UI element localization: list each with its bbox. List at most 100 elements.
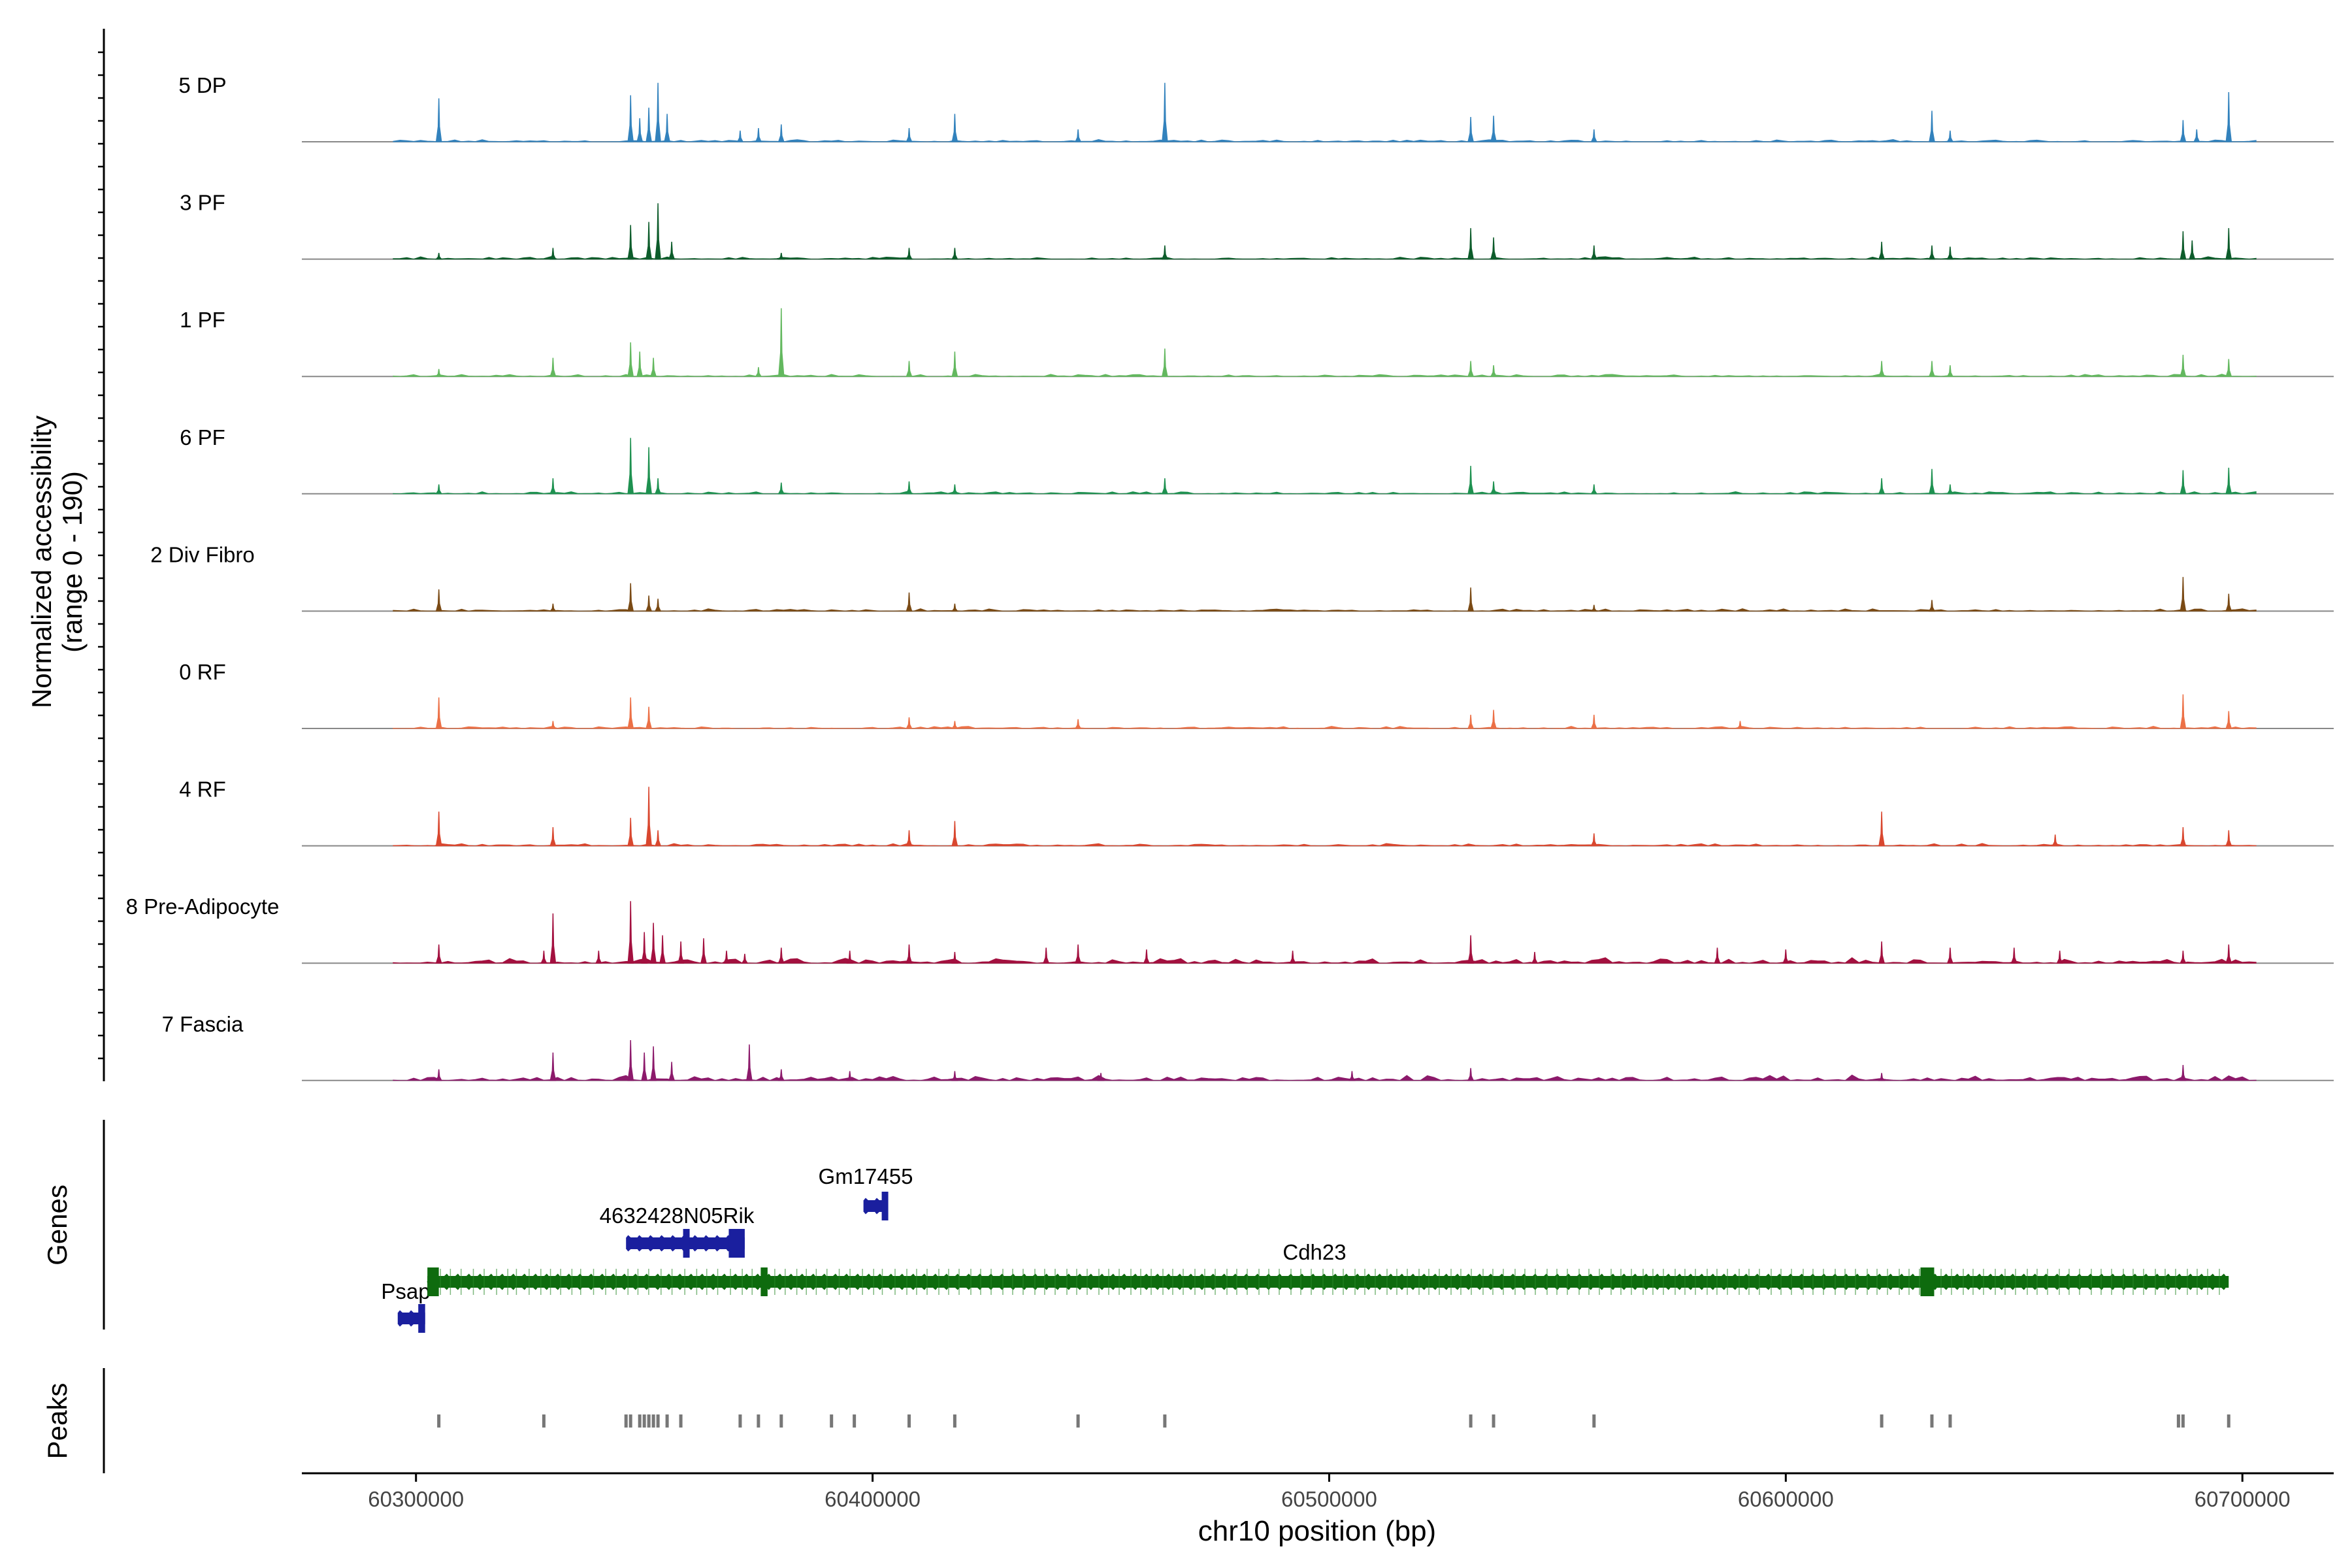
gene-gm17455: Gm17455 xyxy=(819,1164,913,1220)
strand-arrow xyxy=(1826,1273,1837,1290)
gene-label: Cdh23 xyxy=(1282,1240,1346,1264)
strand-arrow xyxy=(1126,1273,1137,1290)
strand-arrow xyxy=(1271,1273,1282,1290)
strand-arrow xyxy=(1815,1273,1826,1290)
signal-peak xyxy=(1161,478,1168,495)
signal-peak xyxy=(951,248,958,260)
peak-mark xyxy=(1880,1414,1884,1428)
strand-arrow xyxy=(1460,1273,1471,1290)
signal-peak xyxy=(1467,1068,1475,1081)
signal-peak xyxy=(636,118,644,142)
strand-arrow xyxy=(1160,1273,1171,1290)
signal-peak xyxy=(777,124,785,142)
strand-arrow xyxy=(1182,1273,1193,1290)
strand-arrow xyxy=(2137,1273,2148,1290)
strand-arrow xyxy=(949,1273,960,1290)
strand-arrow xyxy=(1782,1273,1793,1290)
peak-mark xyxy=(757,1414,760,1428)
gene-label: Psap xyxy=(381,1279,430,1303)
signal-peak xyxy=(645,107,652,142)
track-label: 0 RF xyxy=(179,660,226,684)
strand-arrow xyxy=(671,1273,682,1290)
signal-peak xyxy=(664,114,671,142)
strand-arrow xyxy=(615,1273,627,1290)
strand-arrow xyxy=(1415,1273,1426,1290)
signal-peak xyxy=(700,938,707,964)
track-label: 5 DP xyxy=(178,73,226,97)
track-5-dp: 5 DP xyxy=(178,73,2334,142)
strand-arrow xyxy=(682,1273,693,1290)
strand-arrow xyxy=(604,1273,615,1290)
strand-arrow xyxy=(2170,1273,2181,1290)
strand-arrow xyxy=(1593,1273,1604,1290)
coverage-tracks: 5 DP 3 PF 1 PF 6 PF 2 Div Fibro 0 RF 4 RF 8 Pre… xyxy=(126,73,2334,1081)
peak-mark xyxy=(2176,1414,2180,1428)
track-signal-area xyxy=(393,491,2257,495)
signal-peak xyxy=(1490,481,1497,495)
peak-mark xyxy=(624,1414,628,1428)
signal-peak xyxy=(650,357,657,377)
signal-peak xyxy=(777,308,785,377)
signal-peak xyxy=(741,953,749,964)
strand-arrow xyxy=(2181,1273,2193,1290)
signal-peak xyxy=(1878,941,1886,964)
strand-arrow xyxy=(1726,1273,1737,1290)
signal-peak xyxy=(777,1069,785,1081)
signal-peak xyxy=(435,98,442,142)
signal-peak xyxy=(1490,365,1497,377)
peak-regions xyxy=(437,1414,2230,1428)
strand-arrow xyxy=(1426,1273,1437,1290)
exon xyxy=(418,1304,425,1333)
signal-peak xyxy=(641,1052,648,1081)
strand-arrow xyxy=(1404,1273,1415,1290)
signal-peak xyxy=(1590,484,1598,495)
signal-peak xyxy=(1878,478,1886,495)
signal-peak xyxy=(1467,116,1475,142)
strand-arrow xyxy=(1704,1273,1715,1290)
signal-peak xyxy=(1490,710,1497,729)
signal-peak xyxy=(655,82,661,142)
strand-arrow xyxy=(1970,1273,1982,1290)
peak-mark xyxy=(907,1414,911,1428)
gene-psap: Psap xyxy=(381,1279,431,1333)
signal-peak xyxy=(549,357,557,377)
strand-arrow xyxy=(1315,1273,1326,1290)
signal-peak xyxy=(951,821,958,847)
genes-panel-label: Genes xyxy=(42,1184,73,1266)
signal-peak xyxy=(627,583,634,612)
signal-peak xyxy=(951,1071,958,1081)
signal-peak xyxy=(636,351,644,377)
strand-arrow xyxy=(693,1273,704,1290)
gene-cdh23: Cdh23 xyxy=(427,1240,2229,1296)
strand-arrow xyxy=(982,1273,993,1290)
strand-arrow xyxy=(2059,1273,2070,1290)
strand-arrow xyxy=(915,1273,926,1290)
signal-peak xyxy=(549,248,557,260)
signal-peak xyxy=(2180,1064,2187,1081)
strand-arrow xyxy=(2104,1273,2115,1290)
signal-peak xyxy=(645,447,652,495)
track-7-fascia: 7 Fascia xyxy=(162,1012,2334,1081)
strand-arrow xyxy=(1904,1273,1915,1290)
strand-arrow xyxy=(1026,1273,1037,1290)
peak-mark xyxy=(1948,1414,1952,1428)
signal-peak xyxy=(1878,811,1885,847)
signal-peak xyxy=(1467,361,1475,377)
strand-arrow xyxy=(1548,1273,1560,1290)
gene-annotations: Psap 4632428N05Rik Gm17455 Cdh23 xyxy=(381,1164,2229,1333)
track-4-rf: 4 RF xyxy=(179,777,2334,847)
signal-peak xyxy=(2225,593,2232,612)
track-label: 1 PF xyxy=(180,308,225,332)
exon xyxy=(1920,1267,1935,1296)
strand-arrow xyxy=(864,1198,875,1215)
strand-arrow xyxy=(749,1273,760,1290)
track-label: 2 Div Fibro xyxy=(150,542,255,566)
peak-mark xyxy=(679,1414,683,1428)
peak-mark xyxy=(2227,1414,2230,1428)
signal-peak xyxy=(906,592,913,612)
signal-peak xyxy=(549,1052,557,1081)
strand-arrow xyxy=(1537,1273,1548,1290)
x-tick-label: 60700000 xyxy=(2195,1487,2291,1511)
signal-peak xyxy=(906,361,913,377)
strand-arrow xyxy=(1082,1273,1093,1290)
